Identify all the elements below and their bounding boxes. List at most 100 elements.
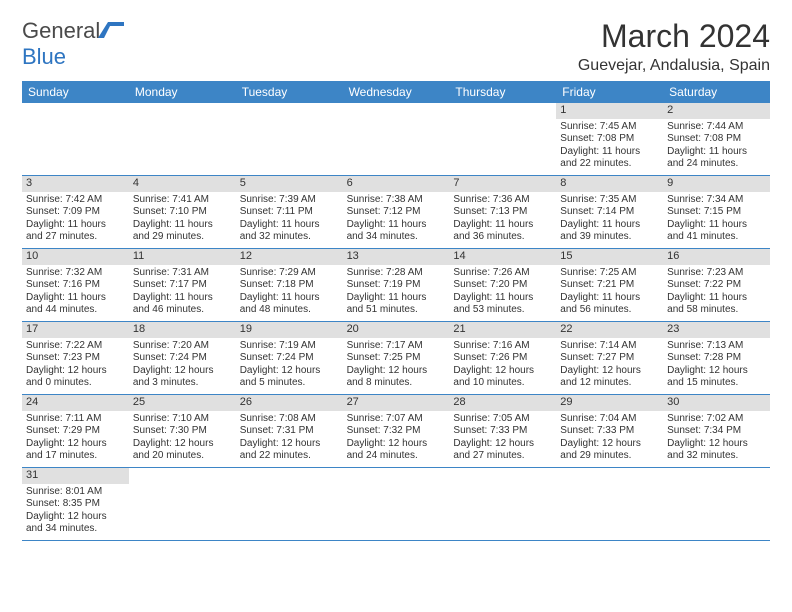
daylight-line: Daylight: 11 hours [667,219,766,232]
daylight-line: and 5 minutes. [240,377,339,390]
daylight-line: and 20 minutes. [133,450,232,463]
daylight-line: and 8 minutes. [347,377,446,390]
sunrise-line: Sunrise: 8:01 AM [26,486,125,499]
daylight-line: and 44 minutes. [26,304,125,317]
day-content: Sunrise: 7:25 AMSunset: 7:21 PMDaylight:… [556,265,663,321]
sunset-line: Sunset: 7:08 PM [560,133,659,146]
day-number: 5 [236,176,343,192]
daylight-line: and 24 minutes. [347,450,446,463]
day-content: Sunrise: 7:35 AMSunset: 7:14 PMDaylight:… [556,192,663,248]
empty-day-cell [449,468,556,540]
sunrise-line: Sunrise: 7:28 AM [347,267,446,280]
empty-day-cell [449,103,556,175]
daylight-line: Daylight: 11 hours [240,292,339,305]
daylight-line: Daylight: 11 hours [133,219,232,232]
daylight-line: and 27 minutes. [26,231,125,244]
sunrise-line: Sunrise: 7:26 AM [453,267,552,280]
day-number: 22 [556,322,663,338]
sunrise-line: Sunrise: 7:42 AM [26,194,125,207]
daylight-line: Daylight: 11 hours [347,219,446,232]
day-cell: 9Sunrise: 7:34 AMSunset: 7:15 PMDaylight… [663,176,770,248]
week-row: 10Sunrise: 7:32 AMSunset: 7:16 PMDayligh… [22,249,770,322]
weekday-header-cell: Tuesday [236,81,343,103]
day-number: 3 [22,176,129,192]
sunset-line: Sunset: 7:21 PM [560,279,659,292]
sunset-line: Sunset: 7:15 PM [667,206,766,219]
day-number: 16 [663,249,770,265]
weekday-header-cell: Wednesday [343,81,450,103]
daylight-line: Daylight: 11 hours [26,292,125,305]
day-content: Sunrise: 7:32 AMSunset: 7:16 PMDaylight:… [22,265,129,321]
day-content: Sunrise: 7:26 AMSunset: 7:20 PMDaylight:… [449,265,556,321]
sunrise-line: Sunrise: 7:07 AM [347,413,446,426]
day-number [22,103,129,117]
daylight-line: and 46 minutes. [133,304,232,317]
empty-day-cell [343,103,450,175]
daylight-line: Daylight: 12 hours [453,438,552,451]
daylight-line: and 53 minutes. [453,304,552,317]
day-content: Sunrise: 7:44 AMSunset: 7:08 PMDaylight:… [663,119,770,175]
day-content: Sunrise: 7:04 AMSunset: 7:33 PMDaylight:… [556,411,663,467]
daylight-line: and 29 minutes. [560,450,659,463]
day-number: 24 [22,395,129,411]
sunset-line: Sunset: 7:28 PM [667,352,766,365]
sunrise-line: Sunrise: 7:05 AM [453,413,552,426]
daylight-line: Daylight: 12 hours [667,365,766,378]
day-content: Sunrise: 7:31 AMSunset: 7:17 PMDaylight:… [129,265,236,321]
weekday-header-cell: Monday [129,81,236,103]
sunset-line: Sunset: 7:24 PM [240,352,339,365]
daylight-line: and 0 minutes. [26,377,125,390]
sunrise-line: Sunrise: 7:13 AM [667,340,766,353]
daylight-line: and 10 minutes. [453,377,552,390]
daylight-line: Daylight: 11 hours [667,292,766,305]
weekday-header-cell: Saturday [663,81,770,103]
day-number: 27 [343,395,450,411]
day-content: Sunrise: 7:34 AMSunset: 7:15 PMDaylight:… [663,192,770,248]
day-cell: 30Sunrise: 7:02 AMSunset: 7:34 PMDayligh… [663,395,770,467]
daylight-line: and 34 minutes. [26,523,125,536]
daylight-line: Daylight: 11 hours [453,292,552,305]
day-cell: 27Sunrise: 7:07 AMSunset: 7:32 PMDayligh… [343,395,450,467]
sunset-line: Sunset: 7:29 PM [26,425,125,438]
empty-day-cell [129,468,236,540]
day-number [343,468,450,482]
sunset-line: Sunset: 7:14 PM [560,206,659,219]
week-row: 3 Sunrise: 7:42 AMSunset: 7:09 PM Daylight… [22,176,770,249]
day-cell: 20Sunrise: 7:17 AMSunset: 7:25 PMDayligh… [343,322,450,394]
sunset-line: Sunset: 7:11 PM [240,206,339,219]
sunset-line: Sunset: 7:09 PM [26,206,125,219]
daylight-line: and 3 minutes. [133,377,232,390]
day-cell: 28Sunrise: 7:05 AMSunset: 7:33 PMDayligh… [449,395,556,467]
daylight-line: and 48 minutes. [240,304,339,317]
sunset-line: Sunset: 7:27 PM [560,352,659,365]
daylight-line: Daylight: 12 hours [560,365,659,378]
weekday-header-row: SundayMondayTuesdayWednesdayThursdayFrid… [22,81,770,103]
empty-day-cell [236,468,343,540]
day-number: 11 [129,249,236,265]
daylight-line: Daylight: 12 hours [667,438,766,451]
day-number: 4 [129,176,236,192]
sunset-line: Sunset: 7:12 PM [347,206,446,219]
day-content: Sunrise: 7:19 AMSunset: 7:24 PMDaylight:… [236,338,343,394]
day-content: Sunrise: 7:14 AMSunset: 7:27 PMDaylight:… [556,338,663,394]
sunset-line: Sunset: 7:22 PM [667,279,766,292]
day-content: Sunrise: 7:05 AMSunset: 7:33 PMDaylight:… [449,411,556,467]
daylight-line: and 12 minutes. [560,377,659,390]
week-row: 24Sunrise: 7:11 AMSunset: 7:29 PMDayligh… [22,395,770,468]
day-number: 18 [129,322,236,338]
sunrise-line: Sunrise: 7:34 AM [667,194,766,207]
day-content: Sunrise: 7:11 AMSunset: 7:29 PMDaylight:… [22,411,129,467]
day-cell: 23Sunrise: 7:13 AMSunset: 7:28 PMDayligh… [663,322,770,394]
daylight-line: and 39 minutes. [560,231,659,244]
weekday-header-cell: Sunday [22,81,129,103]
day-number: 9 [663,176,770,192]
daylight-line: and 51 minutes. [347,304,446,317]
day-content: Sunrise: 7:13 AMSunset: 7:28 PMDaylight:… [663,338,770,394]
day-number: 29 [556,395,663,411]
daylight-line: Daylight: 11 hours [453,219,552,232]
daylight-line: Daylight: 11 hours [240,219,339,232]
sunrise-line: Sunrise: 7:35 AM [560,194,659,207]
day-cell: 10Sunrise: 7:32 AMSunset: 7:16 PMDayligh… [22,249,129,321]
day-number [236,103,343,117]
day-content: Sunrise: 7:29 AMSunset: 7:18 PMDaylight:… [236,265,343,321]
